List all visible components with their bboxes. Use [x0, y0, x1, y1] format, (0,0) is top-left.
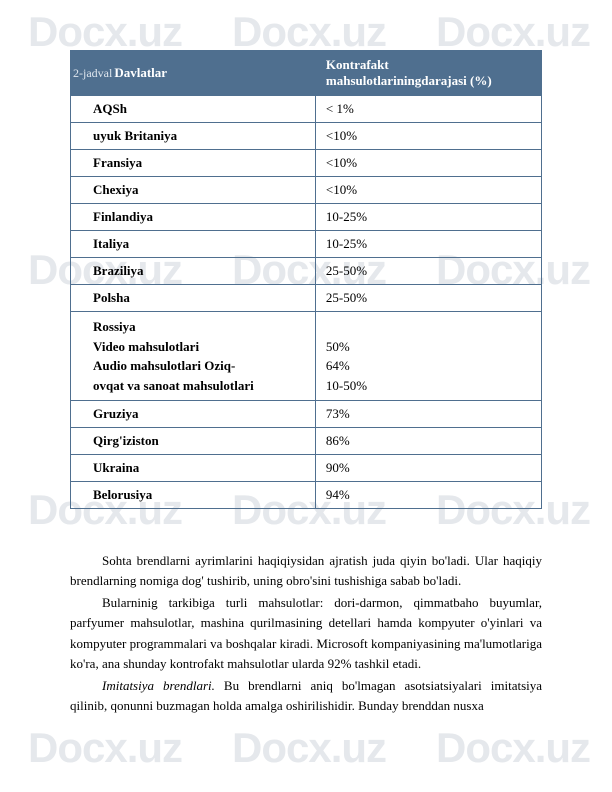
table-row: Italiya10-25% — [71, 231, 542, 258]
row-label: Braziliya — [71, 258, 316, 285]
row-label: Finlandiya — [71, 204, 316, 231]
row-value: <10% — [315, 177, 541, 204]
table-row: Belorusiya94% — [71, 482, 542, 509]
row-label: uyuk Britaniya — [71, 123, 316, 150]
body-text: Sohta brendlarni ayrimlarini haqiqiysida… — [70, 551, 542, 716]
row-value: < 1% — [315, 96, 541, 123]
row-value: 90% — [315, 455, 541, 482]
row-value: 73% — [315, 401, 541, 428]
row-label: Ukraina — [71, 455, 316, 482]
table-row: AQSh< 1% — [71, 96, 542, 123]
watermark: Docx.uz — [232, 724, 386, 772]
paragraph-3: Imitatsiya brendlari. Bu brendlarni aniq… — [70, 676, 542, 716]
paragraph-3-italic: Imitatsiya brendlari. — [102, 678, 215, 693]
table-row: RossiyaVideo mahsulotlariAudio mahsulotl… — [71, 312, 542, 401]
row-label: Belorusiya — [71, 482, 316, 509]
table-row: Ukraina90% — [71, 455, 542, 482]
row-value: 94% — [315, 482, 541, 509]
table-row: Braziliya25-50% — [71, 258, 542, 285]
table-row: Gruziya73% — [71, 401, 542, 428]
row-value: <10% — [315, 123, 541, 150]
paragraph-2: Bularninig tarkibiga turli mahsulotlar: … — [70, 593, 542, 674]
header-kontrafakt: Kontrafakt mahsulotlariningdarajasi (%) — [315, 51, 541, 96]
table-header-row: 2-jadvalDavlatlar Kontrafakt mahsulotlar… — [71, 51, 542, 96]
table-row: Fransiya<10% — [71, 150, 542, 177]
watermark: Docx.uz — [28, 724, 182, 772]
row-label: Gruziya — [71, 401, 316, 428]
row-value: 25-50% — [315, 285, 541, 312]
header-davlatlar: 2-jadvalDavlatlar — [71, 51, 316, 96]
row-label: RossiyaVideo mahsulotlariAudio mahsulotl… — [71, 312, 316, 401]
paragraph-1: Sohta brendlarni ayrimlarini haqiqiysida… — [70, 551, 542, 591]
table-row: Qirg'iziston86% — [71, 428, 542, 455]
row-value: <10% — [315, 150, 541, 177]
col1-text: Davlatlar — [114, 65, 167, 80]
jadval-label: 2-jadval — [73, 66, 112, 80]
row-value: 10-25% — [315, 231, 541, 258]
row-label: Fransiya — [71, 150, 316, 177]
row-label: Polsha — [71, 285, 316, 312]
row-label: AQSh — [71, 96, 316, 123]
table-row: Polsha25-50% — [71, 285, 542, 312]
table-row: Finlandiya10-25% — [71, 204, 542, 231]
table-row: Chexiya<10% — [71, 177, 542, 204]
row-value: 10-25% — [315, 204, 541, 231]
watermark: Docx.uz — [436, 724, 590, 772]
row-value: 86% — [315, 428, 541, 455]
row-label: Qirg'iziston — [71, 428, 316, 455]
data-table: 2-jadvalDavlatlar Kontrafakt mahsulotlar… — [70, 50, 542, 509]
row-label: Chexiya — [71, 177, 316, 204]
row-value: 50%64%10-50% — [315, 312, 541, 401]
row-label: Italiya — [71, 231, 316, 258]
row-value: 25-50% — [315, 258, 541, 285]
table-row: uyuk Britaniya<10% — [71, 123, 542, 150]
